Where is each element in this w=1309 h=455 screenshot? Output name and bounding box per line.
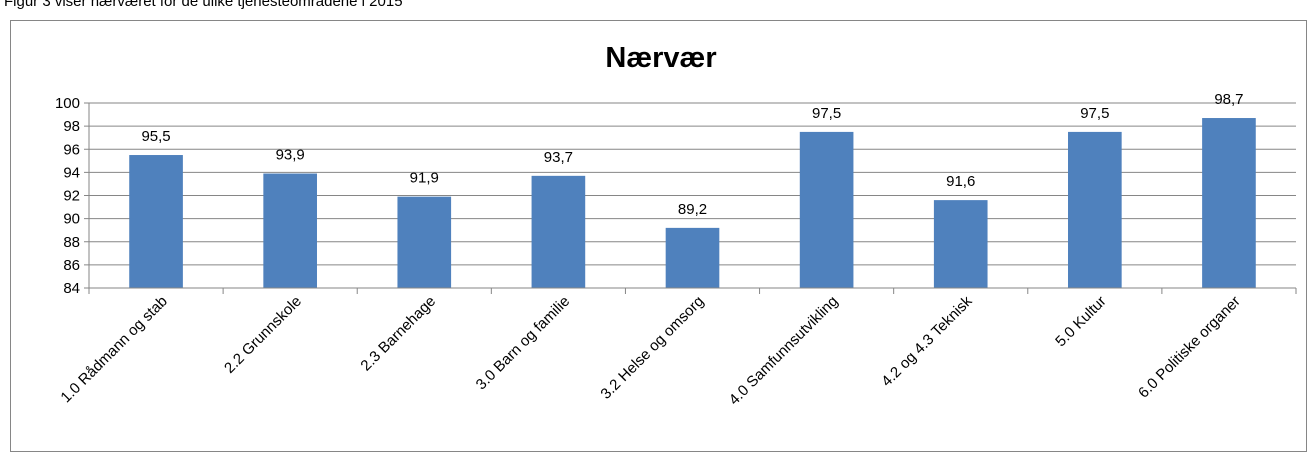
- data-label: 91,9: [410, 170, 439, 187]
- data-label: 89,2: [678, 201, 707, 218]
- bars: [129, 118, 1256, 288]
- bar: [1202, 118, 1256, 288]
- bar: [129, 155, 183, 288]
- data-label: 93,7: [544, 149, 573, 166]
- y-tick-label: 98: [63, 118, 80, 135]
- bar: [933, 200, 988, 288]
- data-label: 97,5: [812, 105, 841, 122]
- chart-area: Nærvær 84 86 88 90 92 94 96 98 100 95,5 93,9 91,9 9…: [10, 20, 1307, 452]
- x-tick-label: 3.2 Helse og omsorg: [597, 293, 707, 403]
- chart-title: Nærvær: [605, 42, 716, 74]
- axes: [88, 103, 1297, 294]
- bar: [1068, 131, 1122, 288]
- y-tick-label: 88: [63, 234, 80, 251]
- x-tick-label: 4.0 Samfunnsutvikling: [726, 293, 842, 409]
- data-label: 93,9: [276, 147, 305, 164]
- y-tick-label: 86: [63, 257, 80, 274]
- y-tick-label: 92: [63, 188, 80, 205]
- bar: [531, 175, 586, 288]
- bar: [397, 196, 452, 288]
- y-axis-ticks: 84 86 88 90 92 94 96 98 100: [55, 95, 89, 297]
- x-tick-label: 6.0 Politiske organer: [1135, 293, 1244, 402]
- figure-caption: Figur 3 viser nærværet for de ulike tjen…: [4, 0, 403, 10]
- y-tick-label: 96: [63, 141, 80, 158]
- x-tick-label: 2.2 Grunnskole: [221, 293, 305, 377]
- data-label: 91,6: [946, 173, 975, 190]
- bar: [665, 227, 720, 288]
- data-label: 95,5: [141, 128, 170, 145]
- y-tick-label: 84: [63, 280, 80, 297]
- x-tick-label: 5.0 Kultur: [1052, 293, 1109, 350]
- y-tick-label: 100: [55, 95, 80, 112]
- data-label: 98,7: [1214, 91, 1243, 108]
- data-labels: 95,5 93,9 91,9 93,7 89,2 97,5 91,6 97,5 98,7: [141, 91, 1243, 218]
- x-tick-label: 2.3 Barnehage: [357, 293, 439, 375]
- y-tick-label: 90: [63, 211, 80, 228]
- data-label: 97,5: [1080, 105, 1109, 122]
- bar: [263, 173, 317, 288]
- bar: [799, 131, 854, 288]
- x-axis-ticks: 1.0 Rådmann og stab 2.2 Grunnskole 2.3 Bar…: [57, 292, 1243, 408]
- x-tick-label: 4.2 og 4.3 Teknisk: [878, 292, 976, 390]
- x-tick-label: 3.0 Barn og familie: [473, 293, 573, 393]
- x-tick-label: 1.0 Rådmann og stab: [57, 293, 170, 406]
- y-tick-label: 94: [63, 164, 80, 181]
